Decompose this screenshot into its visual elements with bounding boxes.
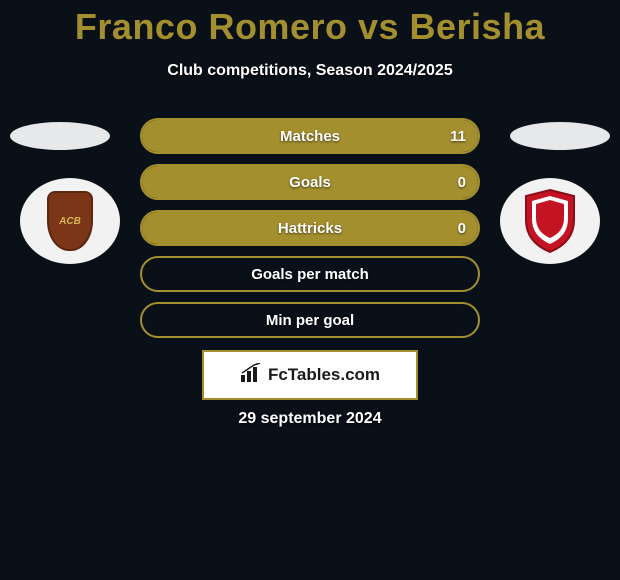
- subtitle: Club competitions, Season 2024/2025: [0, 62, 620, 80]
- player-right-disc: [510, 122, 610, 150]
- stats-list: Matches 11 Goals 0 Hattricks 0 Goals per…: [140, 118, 480, 348]
- stat-label: Min per goal: [142, 304, 478, 336]
- stat-label: Goals per match: [142, 258, 478, 290]
- stat-label: Goals: [142, 166, 478, 198]
- date-line: 29 september 2024: [0, 410, 620, 428]
- stat-row-goals: Goals 0: [140, 164, 480, 200]
- acb-shield-label: ACB: [59, 216, 81, 227]
- stat-row-min-per-goal: Min per goal: [140, 302, 480, 338]
- page-title: Franco Romero vs Berisha: [0, 0, 620, 48]
- brand-chart-icon: [240, 363, 262, 388]
- stat-row-goals-per-match: Goals per match: [140, 256, 480, 292]
- player-left-disc: [10, 122, 110, 150]
- stat-value: 0: [458, 166, 466, 198]
- brand-box[interactable]: FcTables.com: [202, 350, 418, 400]
- stat-row-matches: Matches 11: [140, 118, 480, 154]
- stat-row-hattricks: Hattricks 0: [140, 210, 480, 246]
- club-badge-left: ACB: [20, 178, 120, 264]
- stat-value: 0: [458, 212, 466, 244]
- stat-label: Hattricks: [142, 212, 478, 244]
- acb-shield-icon: ACB: [47, 191, 93, 251]
- stat-value: 11: [450, 120, 466, 152]
- club-badge-right: [500, 178, 600, 264]
- brand-text: FcTables.com: [268, 365, 380, 385]
- stat-label: Matches: [142, 120, 478, 152]
- vaduz-shield-icon: [522, 188, 578, 254]
